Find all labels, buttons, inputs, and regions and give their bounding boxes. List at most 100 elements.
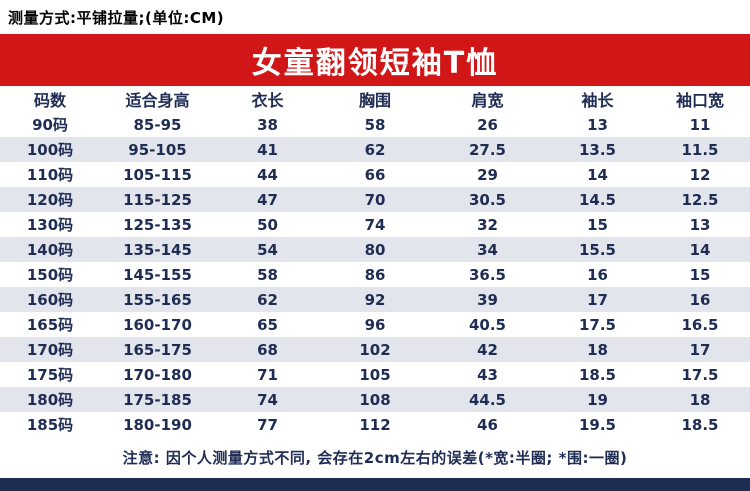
- table-cell: 66: [364, 165, 386, 184]
- table-cell: 165-175: [123, 340, 192, 359]
- table-cell: 17: [689, 340, 711, 359]
- table-row: 175码 170-180 71 105 43 18.5 17.5: [0, 362, 750, 387]
- table-cell: 62: [257, 290, 278, 309]
- table-cell: 38: [257, 115, 278, 134]
- table-cell: 43: [477, 365, 498, 384]
- table-cell: 185码: [26, 416, 74, 434]
- table-cell: 85-95: [133, 115, 182, 134]
- table-cell: 175码: [26, 366, 74, 384]
- table-cell: 112: [359, 415, 391, 434]
- table-cell: 86: [364, 265, 386, 284]
- table-cell: 18.5: [578, 365, 616, 384]
- size-table-header-row: 码数 适合身高 衣长 胸围 肩宽 袖长 袖口宽: [0, 86, 750, 112]
- column-header: 胸围: [320, 86, 430, 112]
- table-cell: 17: [587, 290, 608, 309]
- table-cell: 44.5: [468, 390, 506, 409]
- table-row: 140码 135-145 54 80 34 15.5 14: [0, 237, 750, 262]
- table-cell: 18.5: [681, 415, 719, 434]
- table-cell: 102: [359, 340, 391, 359]
- table-cell: 80: [364, 240, 386, 259]
- table-cell: 170码: [26, 341, 74, 359]
- table-cell: 125-135: [123, 215, 192, 234]
- table-cell: 74: [257, 390, 278, 409]
- table-cell: 96: [364, 315, 386, 334]
- size-table: 码数 适合身高 衣长 胸围 肩宽 袖长 袖口宽 90码 85-95 38 58 26 13 11 100码…: [0, 86, 750, 437]
- table-cell: 11: [689, 115, 711, 134]
- table-cell: 18: [587, 340, 608, 359]
- table-cell: 13.5: [578, 140, 616, 159]
- table-cell: 58: [364, 115, 386, 134]
- table-cell: 44: [257, 165, 278, 184]
- table-cell: 32: [477, 215, 498, 234]
- table-cell: 16: [689, 290, 711, 309]
- table-cell: 115-125: [123, 190, 192, 209]
- footer-note-row: 注意: 因个人测量方式不同, 会存在2cm左右的误差(*宽:半圈; *围:一圈): [0, 437, 750, 478]
- table-cell: 74: [364, 215, 386, 234]
- table-cell: 14: [587, 165, 608, 184]
- table-cell: 170-180: [123, 365, 192, 384]
- table-cell: 62: [364, 140, 386, 159]
- table-cell: 16.5: [681, 315, 719, 334]
- table-row: 160码 155-165 62 92 39 17 16: [0, 287, 750, 312]
- table-cell: 36.5: [468, 265, 506, 284]
- table-cell: 14: [689, 240, 711, 259]
- table-cell: 41: [257, 140, 278, 159]
- column-header: 适合身高: [100, 86, 215, 112]
- table-cell: 65: [257, 315, 278, 334]
- footer-note-text: 注意: 因个人测量方式不同, 会存在2cm左右的误差(*宽:半圈; *围:一圈): [122, 449, 628, 467]
- table-cell: 95-105: [128, 140, 187, 159]
- table-cell: 19.5: [578, 415, 616, 434]
- table-cell: 54: [257, 240, 278, 259]
- column-header: 袖口宽: [650, 86, 750, 112]
- size-table-body: 90码 85-95 38 58 26 13 11 100码 95-105 41 62 27.5 13.5…: [0, 112, 750, 437]
- table-cell: 27.5: [468, 140, 506, 159]
- table-cell: 92: [364, 290, 386, 309]
- table-cell: 14.5: [578, 190, 616, 209]
- table-cell: 108: [359, 390, 391, 409]
- table-cell: 70: [364, 190, 386, 209]
- table-cell: 34: [477, 240, 498, 259]
- table-cell: 145-155: [123, 265, 192, 284]
- size-table-head: 码数 适合身高 衣长 胸围 肩宽 袖长 袖口宽: [0, 86, 750, 112]
- bottom-accent-bar: [0, 478, 750, 491]
- table-cell: 50: [257, 215, 278, 234]
- table-cell: 39: [477, 290, 498, 309]
- table-cell: 58: [257, 265, 278, 284]
- table-cell: 15.5: [578, 240, 616, 259]
- table-cell: 130码: [26, 216, 74, 234]
- column-header: 肩宽: [430, 86, 545, 112]
- table-cell: 17.5: [578, 315, 616, 334]
- table-cell: 30.5: [468, 190, 506, 209]
- table-row: 170码 165-175 68 102 42 18 17: [0, 337, 750, 362]
- table-cell: 71: [257, 365, 278, 384]
- table-cell: 18: [689, 390, 711, 409]
- table-cell: 46: [477, 415, 498, 434]
- table-row: 90码 85-95 38 58 26 13 11: [0, 112, 750, 137]
- table-cell: 13: [587, 115, 608, 134]
- table-row: 110码 105-115 44 66 29 14 12: [0, 162, 750, 187]
- table-row: 185码 180-190 77 112 46 19.5 18.5: [0, 412, 750, 437]
- table-cell: 29: [477, 165, 498, 184]
- table-cell: 11.5: [681, 140, 719, 159]
- table-cell: 180码: [26, 391, 74, 409]
- table-cell: 13: [689, 215, 711, 234]
- measure-note-text: 测量方式:平铺拉量;(单位:CM): [8, 8, 225, 27]
- table-cell: 40.5: [468, 315, 506, 334]
- table-row: 165码 160-170 65 96 40.5 17.5 16.5: [0, 312, 750, 337]
- table-row: 180码 175-185 74 108 44.5 19 18: [0, 387, 750, 412]
- table-cell: 135-145: [123, 240, 192, 259]
- table-cell: 100码: [26, 141, 74, 159]
- title-banner: 女童翻领短袖T恤: [0, 34, 750, 86]
- table-cell: 105-115: [123, 165, 192, 184]
- table-cell: 165码: [26, 316, 74, 334]
- table-cell: 105: [359, 365, 391, 384]
- table-row: 100码 95-105 41 62 27.5 13.5 11.5: [0, 137, 750, 162]
- table-cell: 140码: [26, 241, 74, 259]
- table-cell: 110码: [26, 166, 74, 184]
- table-cell: 47: [257, 190, 278, 209]
- table-cell: 15: [689, 265, 711, 284]
- table-cell: 12: [689, 165, 711, 184]
- column-header: 码数: [0, 86, 100, 112]
- table-cell: 120码: [26, 191, 74, 209]
